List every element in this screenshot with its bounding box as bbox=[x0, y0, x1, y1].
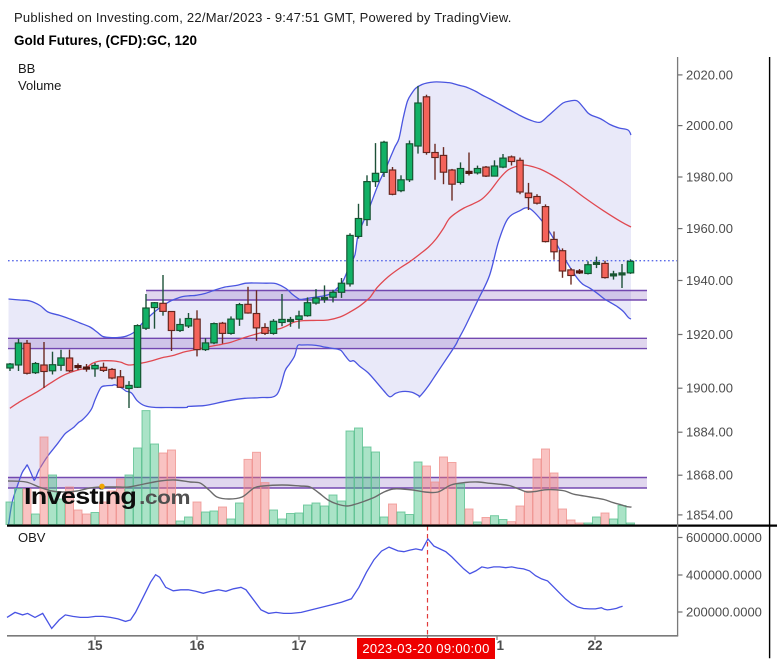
svg-text:16: 16 bbox=[189, 638, 205, 653]
svg-text:1868.00: 1868.00 bbox=[686, 468, 733, 483]
svg-text:2023-03-20 09:00:00: 2023-03-20 09:00:00 bbox=[362, 641, 489, 656]
svg-text:2000.00: 2000.00 bbox=[686, 118, 733, 133]
svg-text:1900.00: 1900.00 bbox=[686, 381, 733, 396]
svg-text:1920.00: 1920.00 bbox=[686, 327, 733, 342]
svg-text:1: 1 bbox=[497, 638, 505, 653]
svg-text:1854.00: 1854.00 bbox=[686, 507, 733, 522]
svg-text:1960.00: 1960.00 bbox=[686, 221, 733, 236]
svg-text:15: 15 bbox=[87, 638, 103, 653]
svg-text:17: 17 bbox=[291, 638, 306, 653]
svg-text:Investing.com: Investing .com bbox=[24, 484, 190, 510]
svg-text:200000.0000: 200000.0000 bbox=[686, 605, 762, 620]
svg-text:600000.0000: 600000.0000 bbox=[686, 530, 762, 545]
svg-text:22: 22 bbox=[587, 638, 602, 653]
svg-text:400000.0000: 400000.0000 bbox=[686, 568, 762, 583]
svg-text:1884.00: 1884.00 bbox=[686, 425, 733, 440]
svg-text:1980.00: 1980.00 bbox=[686, 170, 733, 185]
svg-text:1940.00: 1940.00 bbox=[686, 273, 733, 288]
svg-text:2020.00: 2020.00 bbox=[686, 67, 733, 82]
